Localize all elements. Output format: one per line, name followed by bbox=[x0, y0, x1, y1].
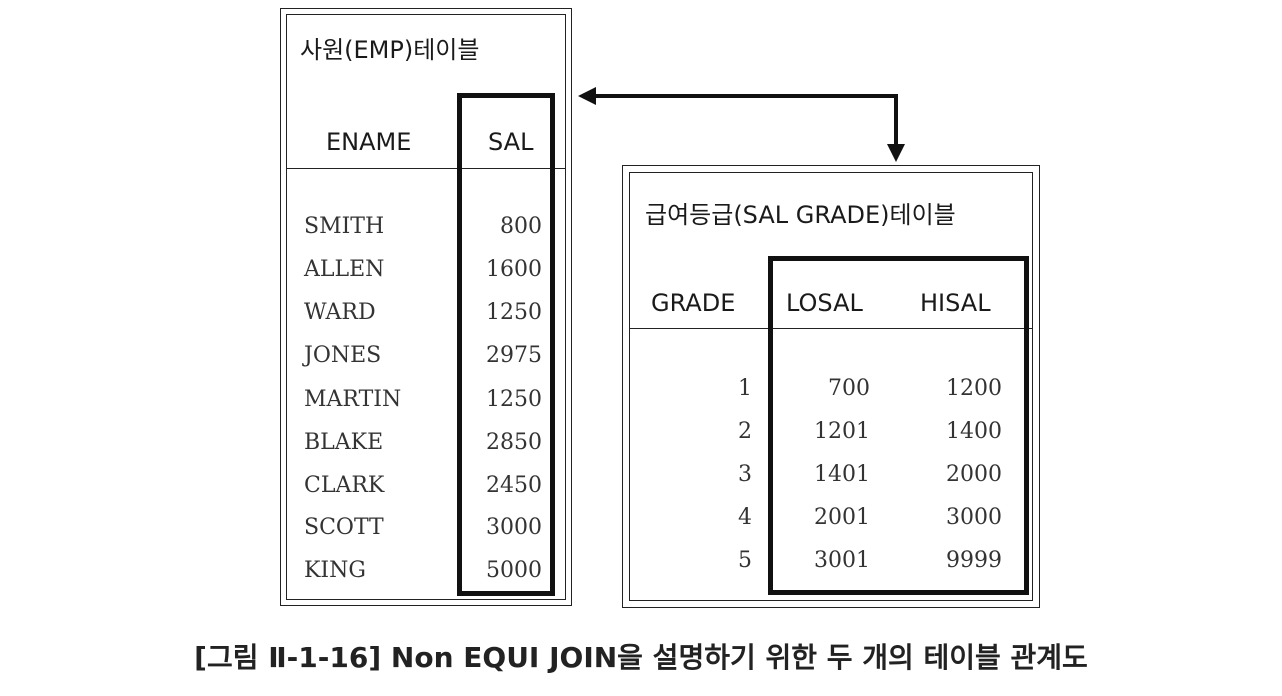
emp-ename-cell: BLAKE bbox=[304, 430, 384, 455]
salgrade-table-title: 급여등급(SAL GRADE)테이블 bbox=[645, 201, 956, 229]
emp-sal-cell: 1250 bbox=[486, 387, 542, 412]
emp-ename-cell: ALLEN bbox=[304, 257, 385, 282]
emp-header-sal: SAL bbox=[488, 128, 534, 156]
emp-sal-cell: 1250 bbox=[486, 300, 542, 325]
salgrade-header-hisal: HISAL bbox=[920, 289, 991, 317]
salgrade-losal-cell: 3001 bbox=[814, 548, 870, 573]
losal-hisal-range-highlight bbox=[768, 256, 1029, 595]
emp-sal-cell: 1600 bbox=[486, 257, 542, 282]
emp-ename-cell: MARTIN bbox=[304, 387, 402, 412]
salgrade-losal-cell: 1401 bbox=[814, 462, 870, 487]
emp-ename-cell: SMITH bbox=[304, 214, 385, 239]
emp-ename-cell: SCOTT bbox=[304, 515, 384, 540]
salgrade-losal-cell: 2001 bbox=[814, 505, 870, 530]
salgrade-hisal-cell: 2000 bbox=[946, 462, 1002, 487]
emp-sal-cell: 2450 bbox=[486, 473, 542, 498]
salgrade-table-inner-border bbox=[629, 172, 1033, 601]
emp-ename-cell: KING bbox=[304, 558, 366, 583]
figure-caption: [그림 Ⅱ-1-16] Non EQUI JOIN을 설명하기 위한 두 개의 … bbox=[194, 641, 1088, 674]
salgrade-grade-cell: 4 bbox=[738, 505, 752, 530]
salgrade-losal-cell: 700 bbox=[828, 376, 870, 401]
salgrade-grade-cell: 5 bbox=[738, 548, 752, 573]
salgrade-header-grade: GRADE bbox=[651, 289, 736, 317]
salgrade-header-losal: LOSAL bbox=[786, 289, 863, 317]
relationship-arrow bbox=[578, 87, 905, 162]
emp-sal-cell: 2975 bbox=[486, 343, 542, 368]
arrow-head-down bbox=[887, 144, 905, 162]
salgrade-table-outer-border bbox=[622, 165, 1040, 608]
sal-column-highlight bbox=[457, 93, 555, 596]
emp-header-ename: ENAME bbox=[326, 128, 412, 156]
salgrade-grade-cell: 1 bbox=[738, 376, 752, 401]
salgrade-hisal-cell: 9999 bbox=[946, 548, 1002, 573]
salgrade-hisal-cell: 1200 bbox=[946, 376, 1002, 401]
salgrade-hisal-cell: 1400 bbox=[946, 419, 1002, 444]
emp-table-inner-border bbox=[286, 14, 566, 600]
salgrade-hisal-cell: 3000 bbox=[946, 505, 1002, 530]
salgrade-losal-cell: 1201 bbox=[814, 419, 870, 444]
salgrade-header-divider bbox=[630, 328, 1032, 329]
salgrade-grade-cell: 3 bbox=[738, 462, 752, 487]
emp-header-divider bbox=[287, 168, 565, 169]
emp-sal-cell: 5000 bbox=[486, 558, 542, 583]
emp-ename-cell: JONES bbox=[304, 343, 382, 368]
emp-table-outer-border bbox=[280, 8, 572, 606]
emp-sal-cell: 3000 bbox=[486, 515, 542, 540]
emp-sal-cell: 2850 bbox=[486, 430, 542, 455]
emp-ename-cell: CLARK bbox=[304, 473, 385, 498]
arrow-head-left bbox=[578, 87, 596, 105]
emp-sal-cell: 800 bbox=[500, 214, 542, 239]
salgrade-grade-cell: 2 bbox=[738, 419, 752, 444]
emp-ename-cell: WARD bbox=[304, 300, 376, 325]
emp-table-title: 사원(EMP)테이블 bbox=[300, 36, 480, 64]
